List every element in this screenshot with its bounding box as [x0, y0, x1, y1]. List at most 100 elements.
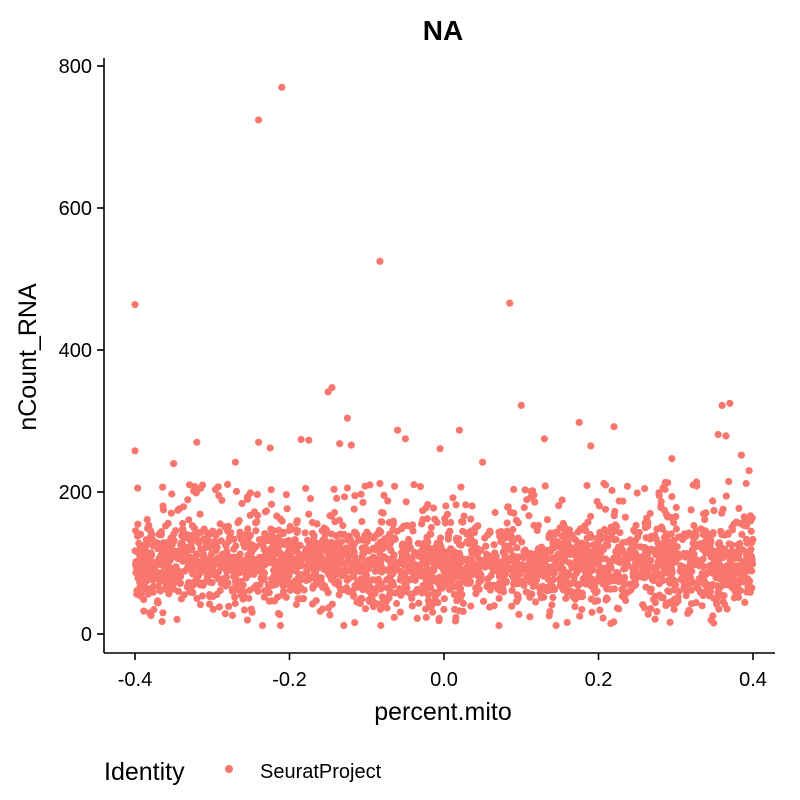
data-point [658, 577, 666, 585]
x-tick-label: -0.2 [272, 669, 306, 691]
data-point [514, 594, 522, 603]
data-point [216, 520, 224, 528]
data-point [571, 603, 579, 611]
data-point [274, 559, 283, 567]
data-point [680, 575, 689, 583]
data-point [677, 533, 685, 541]
data-point [612, 548, 620, 556]
data-point [297, 435, 305, 444]
data-point [440, 595, 448, 603]
data-point [668, 455, 676, 463]
data-point [499, 548, 507, 556]
data-point [379, 541, 387, 549]
data-point [709, 612, 717, 620]
data-point [591, 597, 599, 606]
data-point [457, 483, 465, 491]
data-point [137, 552, 145, 561]
data-point [349, 562, 357, 570]
data-point [747, 527, 755, 535]
data-point [447, 545, 455, 553]
data-point [224, 480, 232, 488]
data-point [633, 529, 642, 537]
data-point [200, 525, 208, 533]
data-point [159, 552, 167, 561]
data-point [394, 426, 402, 434]
data-point [300, 586, 308, 594]
data-point [140, 544, 148, 552]
data-point [291, 536, 299, 544]
data-point [596, 606, 604, 614]
data-point [427, 523, 435, 532]
data-point [610, 527, 618, 536]
data-point [453, 597, 461, 605]
data-point [601, 505, 610, 513]
data-point [424, 538, 432, 546]
data-point [664, 548, 672, 556]
data-point [670, 605, 678, 614]
data-point [379, 595, 387, 603]
data-point [699, 591, 707, 600]
data-point [380, 491, 388, 499]
data-point [507, 565, 515, 573]
data-point [475, 573, 483, 581]
data-point [487, 571, 495, 580]
data-point [723, 605, 731, 613]
data-point [686, 607, 694, 615]
data-point [437, 561, 445, 569]
data-point [359, 549, 367, 558]
data-point [672, 513, 680, 521]
data-point [369, 603, 378, 611]
data-point [381, 601, 389, 610]
data-point [237, 587, 245, 595]
data-point [137, 578, 145, 586]
data-point [140, 607, 148, 615]
data-point [174, 506, 182, 514]
data-point [401, 588, 409, 596]
data-point [630, 569, 638, 577]
data-point [641, 485, 649, 493]
data-point [508, 602, 516, 610]
data-point [718, 509, 726, 517]
data-point [652, 546, 660, 554]
data-point [475, 579, 483, 587]
data-point [398, 549, 406, 557]
data-point [185, 516, 193, 524]
data-point [188, 522, 197, 530]
data-point [326, 611, 334, 619]
data-point [606, 535, 614, 543]
data-point [458, 517, 466, 526]
data-point [212, 547, 220, 555]
data-point [433, 518, 441, 527]
data-point [685, 580, 693, 589]
data-point [396, 608, 404, 616]
data-point [416, 483, 424, 491]
data-point [495, 569, 503, 577]
data-point [442, 502, 450, 510]
data-point [422, 613, 430, 622]
data-point [312, 580, 320, 589]
data-point [292, 567, 300, 575]
data-point [741, 598, 749, 607]
data-point [223, 554, 231, 562]
data-point [530, 521, 538, 530]
data-point [159, 609, 167, 617]
data-point [230, 585, 238, 593]
data-point [259, 576, 267, 584]
data-point [616, 529, 624, 537]
data-point [549, 593, 557, 602]
data-point [377, 580, 385, 588]
y-tick-label: 800 [59, 56, 92, 78]
data-point [641, 519, 649, 527]
data-point [419, 547, 427, 555]
data-point [173, 615, 181, 624]
data-point [687, 506, 695, 514]
data-point [436, 554, 444, 562]
data-point [621, 513, 630, 521]
data-point [370, 576, 378, 584]
data-point [301, 554, 309, 563]
data-point [280, 528, 288, 536]
data-point [460, 512, 468, 520]
data-point [736, 587, 745, 595]
data-point [192, 489, 200, 497]
